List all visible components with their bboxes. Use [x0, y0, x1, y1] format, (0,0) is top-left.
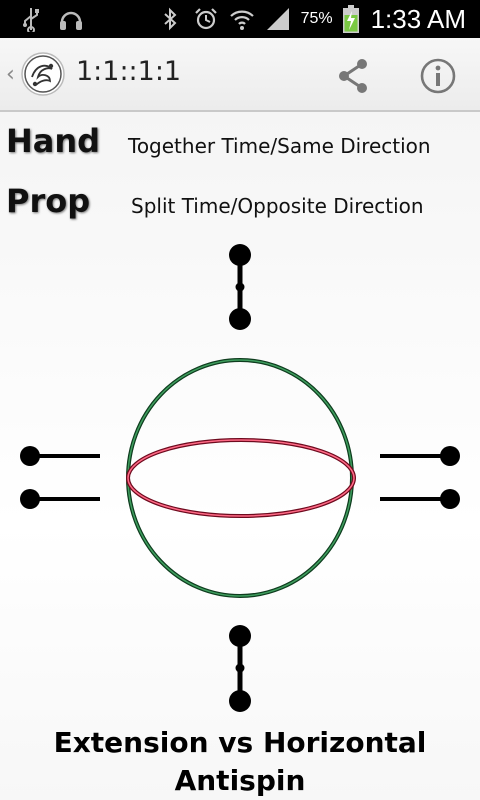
usb-icon [23, 8, 39, 32]
main-content: Hand Together Time/Same Direction Prop S… [0, 112, 480, 800]
marker-left [20, 446, 100, 509]
action-bar: ‹ 1:1::1:1 [0, 38, 480, 112]
clock-time: 1:33 AM [370, 3, 466, 34]
marker-right [380, 446, 460, 509]
status-bar: 75% 1:33 AM [0, 0, 480, 38]
screen-title: 1:1::1:1 [76, 56, 182, 87]
marker-top [229, 244, 251, 330]
signal-icon [266, 8, 289, 30]
hand-description: Together Time/Same Direction [128, 134, 431, 158]
pattern-title-line1: Extension vs Horizontal [53, 726, 427, 759]
up-caret-icon[interactable]: ‹ [6, 62, 15, 87]
app-logo-icon[interactable] [20, 51, 66, 97]
outer-circle [126, 358, 354, 598]
bluetooth-icon [163, 7, 177, 31]
spin-diagram [20, 244, 460, 712]
alarm-icon [194, 8, 217, 30]
marker-bottom [229, 625, 251, 712]
prop-label: Prop [6, 182, 91, 220]
info-icon[interactable] [418, 56, 458, 96]
headphones-icon [60, 11, 82, 30]
status-right-icons: 75% 1:33 AM [157, 0, 466, 38]
hand-label: Hand [6, 122, 101, 160]
wifi-icon [229, 10, 254, 30]
share-icon[interactable] [334, 56, 374, 96]
battery-percent: 75% [300, 10, 333, 27]
pattern-title: Extension vs Horizontal Antispin [0, 724, 480, 800]
status-left-icons [18, 6, 84, 32]
prop-description: Split Time/Opposite Direction [131, 194, 424, 218]
battery-charging-icon [342, 5, 359, 33]
pattern-title-line2: Antispin [174, 764, 306, 797]
